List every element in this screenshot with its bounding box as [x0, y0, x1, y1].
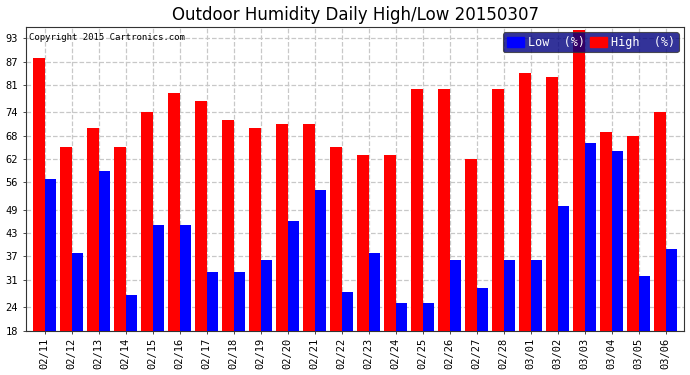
- Bar: [87, 128, 99, 330]
- Bar: [477, 288, 488, 330]
- Bar: [357, 155, 368, 330]
- Bar: [492, 89, 504, 330]
- Bar: [450, 260, 461, 330]
- Bar: [99, 171, 110, 330]
- Title: Outdoor Humidity Daily High/Low 20150307: Outdoor Humidity Daily High/Low 20150307: [172, 6, 539, 24]
- Bar: [60, 147, 72, 330]
- Bar: [179, 225, 191, 330]
- Bar: [411, 89, 422, 330]
- Bar: [331, 147, 342, 330]
- Text: Copyright 2015 Cartronics.com: Copyright 2015 Cartronics.com: [29, 33, 185, 42]
- Bar: [654, 112, 666, 330]
- Bar: [261, 260, 272, 330]
- Bar: [72, 253, 83, 330]
- Bar: [627, 136, 638, 330]
- Bar: [249, 128, 261, 330]
- Bar: [288, 221, 299, 330]
- Bar: [342, 292, 353, 330]
- Bar: [33, 58, 45, 330]
- Bar: [168, 93, 179, 330]
- Bar: [315, 190, 326, 330]
- Bar: [422, 303, 434, 330]
- Bar: [584, 144, 596, 330]
- Bar: [600, 132, 611, 330]
- Bar: [546, 77, 558, 330]
- Bar: [152, 225, 164, 330]
- Legend: Low  (%), High  (%): Low (%), High (%): [503, 32, 678, 53]
- Bar: [558, 206, 569, 330]
- Bar: [611, 151, 623, 330]
- Bar: [519, 73, 531, 330]
- Bar: [504, 260, 515, 330]
- Bar: [438, 89, 450, 330]
- Bar: [45, 178, 56, 330]
- Bar: [141, 112, 152, 330]
- Bar: [126, 296, 137, 330]
- Bar: [638, 276, 650, 330]
- Bar: [573, 30, 584, 330]
- Bar: [206, 272, 218, 330]
- Bar: [465, 159, 477, 330]
- Bar: [234, 272, 245, 330]
- Bar: [195, 100, 206, 330]
- Bar: [531, 260, 542, 330]
- Bar: [384, 155, 395, 330]
- Bar: [395, 303, 407, 330]
- Bar: [276, 124, 288, 330]
- Bar: [666, 249, 677, 330]
- Bar: [115, 147, 126, 330]
- Bar: [368, 253, 380, 330]
- Bar: [222, 120, 234, 330]
- Bar: [303, 124, 315, 330]
